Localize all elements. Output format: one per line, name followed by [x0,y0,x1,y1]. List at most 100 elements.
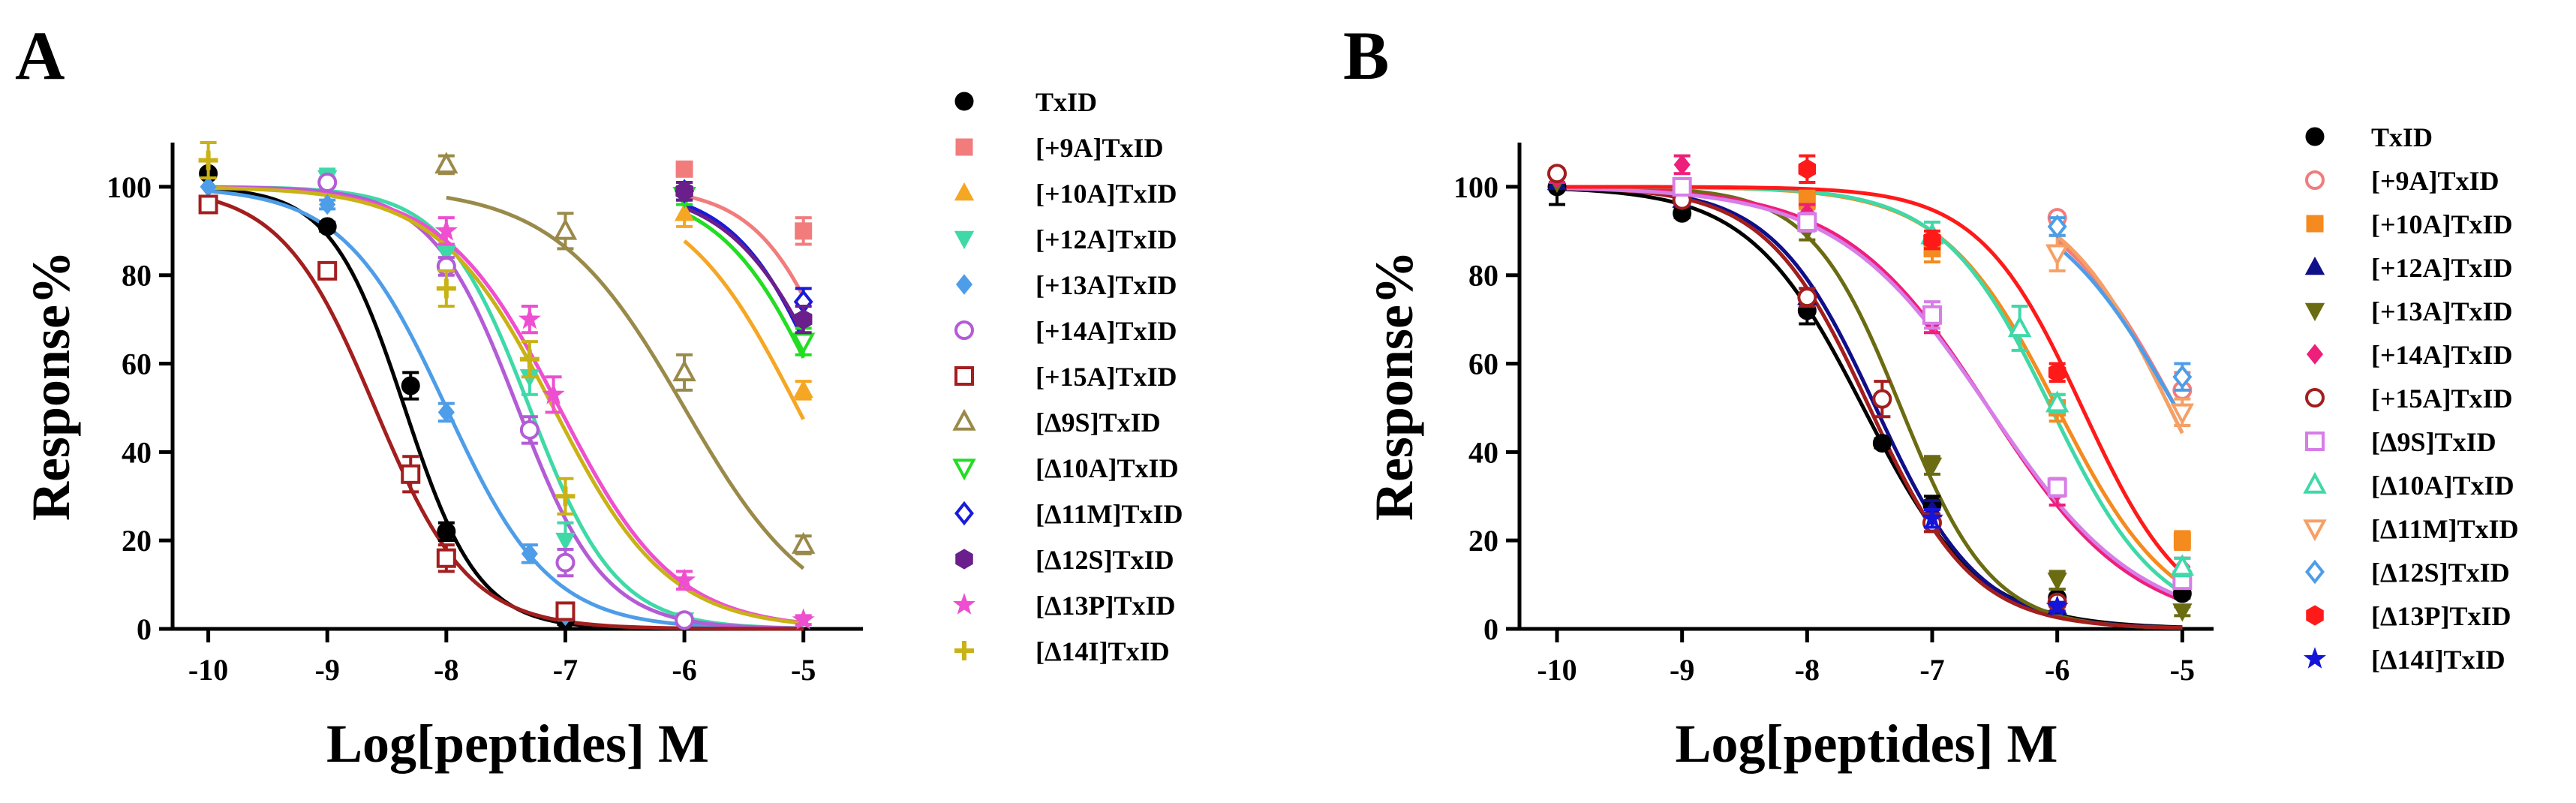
panel-a-legend-marker [954,182,975,201]
panel-a-fit-curve [208,185,804,630]
panel-a-legend-label: [+12A]TxID [1036,224,1177,254]
panel-a-data-point [555,532,576,552]
panel-b-data-point [2172,603,2193,622]
panel-a-legend-marker [954,501,974,526]
panel-b-data-point [1923,230,1941,251]
panel-a-y-tick-label: 0 [137,612,152,646]
panel-a-x-tick-label: -5 [791,653,816,687]
panel-a-data-point [674,203,695,221]
panel-a-fit-curve [208,189,804,630]
panel-a-legend-marker [952,593,976,615]
panel-b-legend-marker [2304,256,2325,275]
panel-a-x-axis-title: Log[peptides] M [326,714,709,774]
panel-a-legend-label: [Δ14I]TxID [1036,636,1170,666]
panel-b-legend-label: [Δ14I]TxID [2371,645,2505,675]
panel-a-data-point [317,260,338,281]
panel-b-data-point [2047,214,2067,239]
panel-a-data-point [791,332,816,355]
panel-b-legend-label: [+13A]TxID [2371,296,2513,326]
panel-a-y-tick-label: 40 [122,435,152,469]
panel-a-legend-label: [Δ13P]TxID [1036,591,1176,621]
panel-b-legend-label: TxID [2371,122,2433,152]
panel-b-fit-curve [1557,185,2184,575]
panel-b-legend-label: [+9A]TxID [2371,166,2499,196]
panel-a-fit-curve [208,185,804,625]
panel-a-data-point [436,278,456,299]
panel-b-y-tick-label: 60 [1468,347,1498,381]
panel-a-fit-curve [683,211,805,359]
panel-a-legend-label: [+9A]TxID [1036,133,1164,163]
panel-b-data-point [1872,389,1892,409]
panel-a-y-tick-label: 100 [107,170,152,204]
panel-b-data-point [2047,477,2067,498]
panel-a-data-point [792,608,815,630]
panel-a-fit-curve [207,197,804,631]
panel-a-legend-label: [Δ12S]TxID [1036,545,1174,575]
panel-a-legend-label: [+10A]TxID [1036,179,1177,209]
panel-b-x-axis-title: Log[peptides] M [1676,714,2058,774]
panel-a-x-tick-label: -8 [434,653,458,687]
panel-a-legend-marker [954,320,974,340]
panel-a-legend-marker [955,274,973,295]
panel-a-legend-marker [952,459,976,481]
panel-a-data-point [675,610,695,630]
panel-b-legend-marker [2305,559,2325,585]
panel-a-data-point [434,219,458,241]
panel-a-data-point [542,382,565,405]
panel-b-legend-marker [2303,471,2327,494]
panel-a-y-tick-label: 60 [122,347,152,381]
panel-b-letter: B [1343,17,1389,94]
panel-b-legend-marker [2306,215,2324,233]
panel-a-data-point [518,307,541,329]
panel-a-letter: A [15,17,65,94]
panel-b-legend-marker [2306,344,2324,365]
panel-b-data-point [2045,594,2069,617]
panel-a-data-point [555,601,576,621]
panel-a-data-point [793,379,813,398]
panel-a-data-point [436,245,457,264]
panel-a-y-tick-label: 20 [122,524,152,558]
panel-a-data-point [675,181,693,202]
panel-b-fit-curve [1556,185,2183,630]
panel-b-fit-curve [1556,186,2184,600]
panel-a-fit-curve [684,206,805,335]
panel-a-legend-label: [Δ10A]TxID [1036,453,1179,483]
panel-a-legend-marker [954,366,974,386]
panel-b-y-tick-label: 0 [1483,612,1498,646]
panel-a-data-point [437,402,455,423]
panel-b-x-tick-label: -6 [2045,653,2070,687]
panel-b-data-point [1922,457,1943,477]
panel-b-legend-marker [2303,519,2327,542]
panel-b-legend-label: [Δ13P]TxID [2371,601,2511,631]
panel-b-x-tick-label: -10 [1537,653,1577,687]
panel-a-legend-marker [955,549,973,570]
panel-b-y-tick-label: 100 [1453,170,1498,204]
panel-a-data-point [795,222,813,240]
panel-b-data-point [1672,176,1692,197]
panel-b-data-point [2007,315,2032,338]
panel-a-data-point [672,359,696,382]
panel-b-legend-label: [+12A]TxID [2371,253,2513,283]
panel-b-data-point [2045,390,2070,413]
panel-b-fit-curve [1556,185,2184,586]
panel-a-x-tick-label: -9 [315,653,340,687]
panel-a-fit-curve [208,185,804,625]
panel-a-data-point [675,160,693,178]
panel-b-fit-curve [2056,234,2184,435]
panel-a-data-point [553,218,578,240]
panel-a-fit-curve [446,195,805,570]
panel-b-legend-label: [Δ9S]TxID [2371,427,2496,457]
panel-b-legend-label: [+14A]TxID [2371,340,2513,370]
panel-a-data-point [519,349,540,369]
panel-b-data-point [2047,572,2067,591]
panel-a-legend-label: TxID [1036,87,1097,117]
panel-b-y-axis-title: Response% [1364,251,1424,521]
panel-a-fit-curve [208,187,804,631]
panel-a-x-tick-label: -7 [553,653,578,687]
panel-a-data-point [436,548,456,568]
panel-a-x-tick-label: -6 [672,653,696,687]
panel-b-data-point [2173,531,2191,549]
panel-a-legend-marker [954,92,974,111]
panel-b-data-point [2170,554,2195,576]
